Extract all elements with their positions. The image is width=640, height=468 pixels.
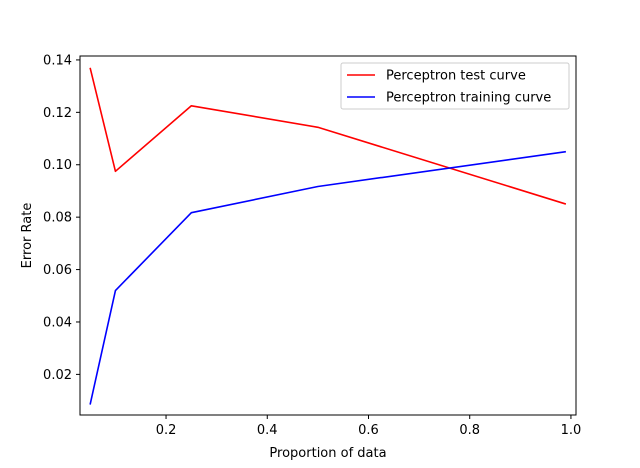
x-tick-label: 0.8 — [459, 423, 480, 438]
y-tick-label: 0.14 — [43, 53, 72, 68]
y-tick-label: 0.10 — [43, 158, 72, 173]
legend: Perceptron test curve Perceptron training… — [340, 62, 570, 110]
x-tick-label: 1.0 — [561, 423, 582, 438]
legend-box — [340, 62, 570, 110]
x-tick-label: 0.2 — [156, 423, 177, 438]
x-axis-ticks: 0.2 0.4 0.6 0.8 1.0 — [156, 415, 582, 438]
legend-label: Perceptron test curve — [386, 69, 526, 84]
y-tick-label: 0.04 — [43, 315, 72, 330]
series-layer — [89, 67, 567, 405]
x-tick-label: 0.4 — [257, 423, 278, 438]
y-tick-label: 0.12 — [43, 106, 72, 121]
x-axis-title: Proportion of data — [269, 446, 386, 461]
x-tick-label: 0.6 — [358, 423, 379, 438]
y-tick-label: 0.08 — [43, 211, 72, 226]
y-axis-title: Error Rate — [20, 203, 35, 269]
y-tick-label: 0.06 — [43, 263, 72, 278]
axes-frame — [79, 55, 577, 416]
y-axis-ticks: 0.02 0.04 0.06 0.08 0.10 0.12 0.14 — [43, 53, 80, 383]
legend-label: Perceptron training curve — [386, 91, 551, 106]
y-tick-label: 0.02 — [43, 368, 72, 383]
